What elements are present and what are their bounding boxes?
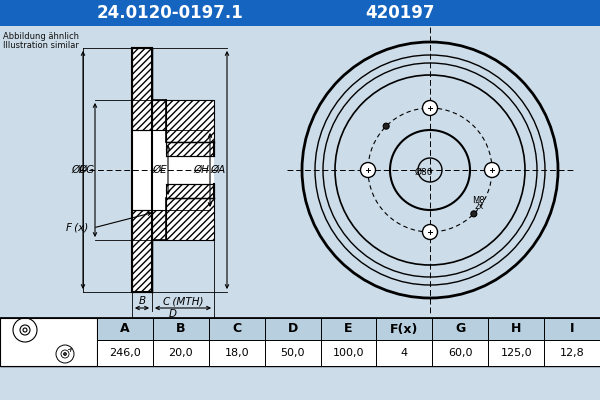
Bar (166, 142, 214, 198)
Text: 125,0: 125,0 (500, 348, 532, 358)
Bar (265, 340, 320, 366)
Bar (544, 318, 600, 340)
Text: E: E (344, 322, 353, 336)
Bar (166, 198, 214, 240)
Text: Ø80: Ø80 (415, 168, 433, 176)
Text: 12,8: 12,8 (560, 348, 584, 358)
Bar (433, 318, 488, 340)
Circle shape (64, 352, 67, 356)
Text: 4: 4 (401, 348, 408, 358)
Bar (132, 210, 152, 292)
Bar (132, 48, 152, 130)
Circle shape (422, 100, 437, 116)
Bar (0, 318, 600, 366)
Text: Illustration similar: Illustration similar (3, 41, 79, 50)
Text: 60,0: 60,0 (448, 348, 473, 358)
Bar (166, 100, 214, 142)
Text: B: B (139, 296, 146, 306)
Text: D: D (287, 322, 298, 336)
Text: ØH: ØH (193, 165, 209, 175)
Text: ØG: ØG (78, 165, 94, 175)
Bar (0, 318, 97, 366)
Bar (152, 210, 166, 240)
Text: 420197: 420197 (365, 4, 435, 22)
Text: Abbildung ähnlich: Abbildung ähnlich (3, 32, 79, 41)
Circle shape (422, 224, 437, 240)
Circle shape (485, 162, 499, 178)
Bar (166, 142, 214, 156)
Text: B: B (176, 322, 185, 336)
Bar (153, 318, 209, 340)
Text: 18,0: 18,0 (224, 348, 249, 358)
Bar (97, 318, 153, 340)
Bar (544, 340, 600, 366)
Text: F(x): F(x) (390, 322, 419, 336)
Text: C: C (232, 322, 241, 336)
Bar (166, 156, 214, 184)
Text: C (MTH): C (MTH) (163, 296, 203, 306)
Bar (320, 340, 376, 366)
Bar (376, 318, 433, 340)
Bar (265, 318, 320, 340)
Bar (152, 130, 166, 210)
Bar (132, 130, 152, 210)
Text: 20,0: 20,0 (169, 348, 193, 358)
Circle shape (361, 162, 376, 178)
Bar (488, 318, 544, 340)
Text: ØI: ØI (71, 165, 82, 175)
Text: I: I (570, 322, 574, 336)
Bar (166, 184, 214, 198)
Text: 100,0: 100,0 (333, 348, 364, 358)
Circle shape (383, 123, 389, 129)
Bar (152, 100, 166, 130)
Text: ØE: ØE (152, 165, 167, 175)
Bar (153, 340, 209, 366)
Circle shape (471, 211, 477, 217)
Text: D: D (169, 309, 177, 319)
Text: 50,0: 50,0 (280, 348, 305, 358)
Bar (376, 340, 433, 366)
Text: H: H (511, 322, 521, 336)
Bar (209, 340, 265, 366)
Text: G: G (455, 322, 466, 336)
Text: M8: M8 (472, 196, 484, 205)
Bar (433, 340, 488, 366)
Bar (320, 318, 376, 340)
Bar (0, 0, 600, 26)
Text: A: A (120, 322, 130, 336)
Text: F (x): F (x) (66, 223, 88, 233)
Text: 2x: 2x (475, 202, 484, 211)
Text: ØA: ØA (211, 165, 226, 175)
Text: 24.0120-0197.1: 24.0120-0197.1 (97, 4, 244, 22)
Bar (209, 318, 265, 340)
Bar (488, 340, 544, 366)
Bar (97, 340, 153, 366)
Text: 246,0: 246,0 (109, 348, 141, 358)
